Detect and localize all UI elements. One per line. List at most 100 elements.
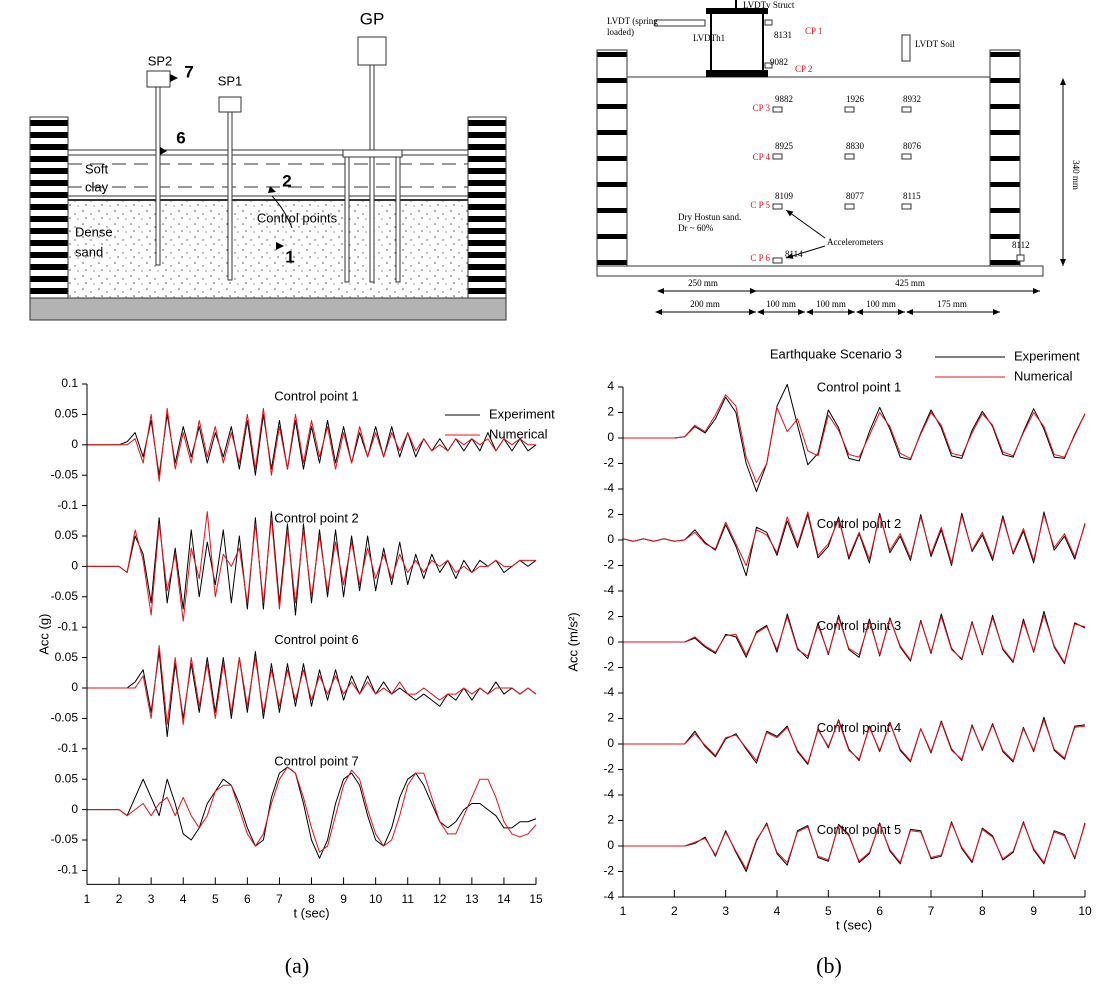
- cp-label: CP 1: [805, 26, 822, 36]
- label: 8076: [903, 141, 922, 151]
- base-plate: [596, 265, 1044, 277]
- label: loaded): [607, 27, 634, 37]
- chart-title: Earthquake Scenario 3: [770, 346, 902, 361]
- label: SP2: [148, 53, 173, 68]
- y-tick-label: 0.05: [55, 650, 79, 664]
- panel-title: Control point 1: [817, 379, 902, 394]
- label: LVDT Soil: [915, 39, 955, 49]
- series-line: [87, 511, 536, 622]
- x-tick-label: 3: [148, 892, 155, 906]
- sp2-pile: [155, 86, 161, 266]
- legend-label: Experiment: [489, 406, 555, 421]
- y-tick-label: 0: [71, 559, 78, 573]
- y-tick-label: 2: [607, 813, 614, 827]
- y-tick-label: 2: [607, 507, 614, 521]
- label: 1: [285, 247, 294, 266]
- top-plate: [706, 8, 768, 14]
- sp2-plate: [146, 70, 171, 88]
- pointer: [271, 195, 293, 229]
- label: 100 mm: [866, 299, 896, 309]
- sp1-pile: [227, 111, 233, 281]
- x-tick-label: 13: [465, 892, 479, 906]
- x-tick-label: 10: [1078, 904, 1092, 918]
- base: [29, 297, 507, 321]
- series-line: [87, 644, 537, 725]
- y-tick-label: -2: [603, 456, 614, 470]
- x-tick-label: 2: [116, 892, 123, 906]
- y-tick-label: -0.05: [51, 711, 79, 725]
- label: Accelerometers: [827, 237, 884, 247]
- x-tick-label: 1: [84, 892, 91, 906]
- label: 425 mm: [895, 278, 925, 288]
- accelerometers: [772, 106, 1025, 264]
- left-tower: [596, 49, 628, 267]
- x-tick-label: 10: [369, 892, 383, 906]
- label: LVDT (spring: [607, 16, 658, 26]
- x-tick-label: 9: [340, 892, 347, 906]
- y-axis-title: Acc (g): [36, 614, 51, 655]
- label: 2: [282, 171, 291, 190]
- left-diagram: SP2 7 SP1 GP 6 Soft clay 2 Control point…: [29, 9, 507, 321]
- y-tick-label: 2: [607, 711, 614, 725]
- x-tick-label: 6: [876, 904, 883, 918]
- y-tick-label: -2: [603, 558, 614, 572]
- series-line: [623, 610, 1086, 665]
- x-tick-label: 11: [401, 892, 414, 906]
- label: 340 mm: [1071, 160, 1081, 190]
- y-tick-label: 0.05: [55, 528, 79, 542]
- label: 8114: [785, 249, 803, 259]
- cp-label: CP 4: [753, 152, 771, 162]
- y-tick-label: 0: [607, 736, 614, 750]
- label: 8925: [775, 141, 794, 151]
- y-tick-label: -4: [603, 481, 614, 495]
- x-tick-label: 8: [979, 904, 986, 918]
- y-tick-label: -4: [603, 787, 614, 801]
- caption: (b): [816, 953, 842, 978]
- pointer: [785, 209, 826, 239]
- y-tick-label: -4: [603, 583, 614, 597]
- x-tick-label: 1: [620, 904, 627, 918]
- label: 6: [176, 128, 185, 147]
- y-tick-label: 0.1: [61, 376, 78, 390]
- x-tick-label: 8: [308, 892, 315, 906]
- gp-plate: [357, 36, 387, 66]
- y-tick-label: 0.05: [55, 771, 79, 785]
- y-tick-label: -2: [603, 762, 614, 776]
- sand: [68, 200, 468, 298]
- panel-title: Control point 7: [274, 754, 359, 769]
- label: sand: [75, 244, 103, 259]
- pointer: [785, 245, 826, 259]
- label: Soft: [85, 161, 109, 176]
- label: 1926: [846, 94, 865, 104]
- x-tick-label: 5: [212, 892, 219, 906]
- label: 8932: [903, 94, 921, 104]
- legend-label: Experiment: [1014, 348, 1080, 363]
- y-tick-label: 4: [607, 379, 614, 393]
- label: 250 mm: [688, 278, 718, 288]
- series-line: [87, 766, 537, 853]
- label: 100 mm: [766, 299, 796, 309]
- label: 7: [184, 62, 193, 81]
- sensor: [764, 19, 773, 26]
- legend-label: Numerical: [489, 426, 548, 441]
- group-piles: [344, 156, 401, 283]
- y-axis-title: Acc (m/s²): [565, 612, 580, 671]
- clay-lines: [68, 154, 468, 201]
- x-tick-label: 4: [774, 904, 781, 918]
- series-line: [623, 719, 1086, 764]
- bottom-plate: [706, 70, 768, 77]
- y-tick-label: 0: [71, 437, 78, 451]
- y-tick-label: 0: [607, 532, 614, 546]
- cp-label: C P 6: [750, 253, 770, 263]
- cp-label: C P 5: [750, 200, 770, 210]
- right-diagram: LVDT (spring loaded) LVDTh1 LVDTv Struct…: [596, 0, 1081, 315]
- y-tick-label: -0.1: [57, 741, 78, 755]
- label: 8077: [846, 191, 865, 201]
- structure: [710, 11, 764, 73]
- x-tick-label: 4: [180, 892, 187, 906]
- label: 8131: [774, 30, 792, 40]
- x-tick-label: 9: [1030, 904, 1037, 918]
- x-tick-label: 6: [244, 892, 251, 906]
- series-line: [623, 614, 1086, 663]
- label: 9082: [770, 57, 788, 67]
